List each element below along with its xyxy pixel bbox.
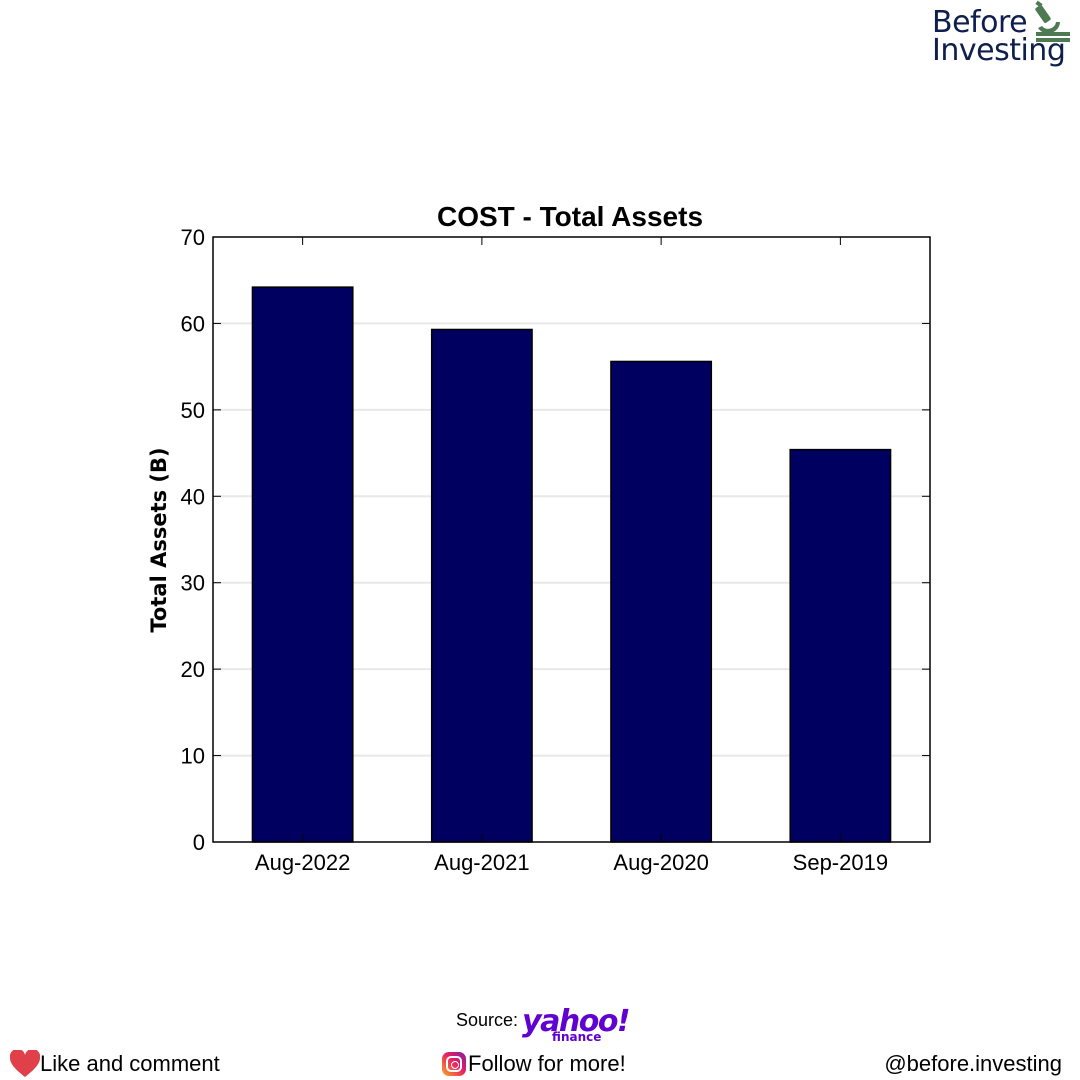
x-tick-label: Aug-2020 xyxy=(613,850,708,875)
y-tick-label: 70 xyxy=(181,225,205,250)
x-tick-label: Aug-2022 xyxy=(255,850,350,875)
handle-text: @before.investing xyxy=(884,1051,1062,1076)
y-tick-label: 60 xyxy=(181,311,205,336)
x-tick-label: Aug-2021 xyxy=(434,850,529,875)
y-tick-label: 40 xyxy=(181,484,205,509)
axis-ticks: 0 10 20 30 40 50 60 70 Aug-2022 Aug-2021 Aug-2020 S… xyxy=(181,225,930,875)
x-tick-label: Sep-2019 xyxy=(793,850,888,875)
heart-icon xyxy=(10,1050,40,1077)
y-tick-label: 30 xyxy=(181,571,205,596)
chart-title: COST - Total Assets xyxy=(437,201,703,232)
yahoo-finance-logo: yahoo! finance xyxy=(522,1004,631,1044)
y-tick-label: 20 xyxy=(181,657,205,682)
instagram-icon xyxy=(442,1052,466,1076)
y-tick-label: 10 xyxy=(181,744,205,769)
bar xyxy=(430,328,533,843)
bar xyxy=(789,448,892,843)
brand-logo: Before Investing xyxy=(932,0,1077,70)
microscope-icon xyxy=(1035,0,1070,42)
y-tick-label: 50 xyxy=(181,398,205,423)
follow-for-more: Follow for more! xyxy=(442,1048,626,1080)
like-text: Like and comment xyxy=(40,1051,220,1076)
source-attribution: Source: yahoo! finance xyxy=(456,1004,631,1044)
follow-text: Follow for more! xyxy=(468,1051,626,1076)
y-tick-label: 0 xyxy=(193,830,205,855)
bar xyxy=(251,286,354,843)
social-handle: @before.investing xyxy=(884,1048,1062,1080)
bar xyxy=(610,360,713,843)
source-label: Source: xyxy=(456,1010,519,1030)
brand-line-1: Before xyxy=(932,5,1028,40)
plot-area-frame xyxy=(212,236,931,843)
bars xyxy=(251,286,892,843)
total-assets-bar-chart: COST - Total Assets Total Assets (B) 0 10… xyxy=(147,201,931,875)
yahoo-logo-word: yahoo! xyxy=(522,1004,631,1039)
like-and-comment: Like and comment xyxy=(10,1048,220,1080)
yahoo-logo-sub: finance xyxy=(552,1030,602,1044)
y-axis-label: Total Assets (B) xyxy=(147,447,171,632)
